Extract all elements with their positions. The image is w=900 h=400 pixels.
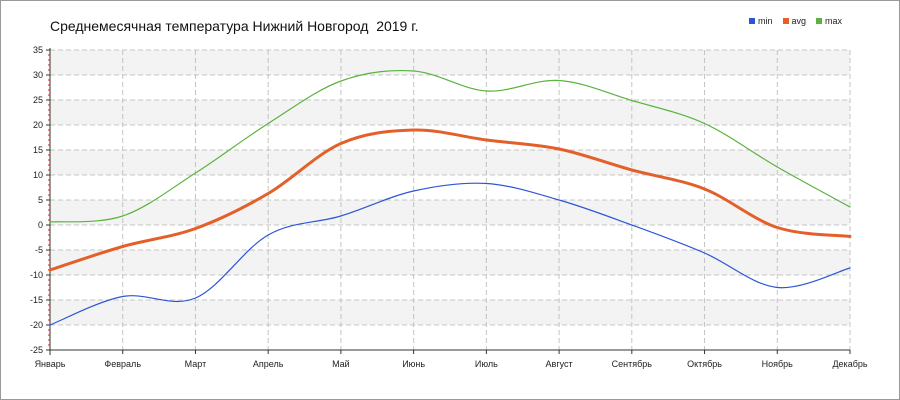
x-tick-label: Декабрь [832,359,867,369]
y-tick-label: 5 [38,195,43,205]
legend-item-avg: avg [782,16,807,26]
grid-band [50,200,850,225]
x-tick-label: Июнь [402,359,425,369]
y-tick-label: 25 [33,95,43,105]
y-tick-label: -5 [35,245,43,255]
y-tick-label: 10 [33,170,43,180]
legend-item-max: max [816,16,842,26]
x-tick-label: Август [546,359,573,369]
x-tick-label: Февраль [104,359,141,369]
series-line-avg [48,128,852,272]
y-tick-label: 15 [33,145,43,155]
series-line-max [49,69,851,223]
x-tick-label: Сентябрь [612,359,653,369]
legend-swatch-avg [782,18,789,24]
chart-title: Среднемесячная температура Нижний Новгор… [50,18,419,34]
y-tick-label: -25 [30,345,43,355]
x-tick-label: Январь [35,359,66,369]
legend-swatch-min [749,18,755,24]
y-tick-label: 20 [33,120,43,130]
grid-band [50,50,850,75]
y-tick-label: -15 [30,295,43,305]
legend-label-avg: avg [791,16,807,26]
x-tick-label: Март [185,359,207,369]
legend-label-max: max [825,16,843,26]
y-tick-label: -20 [30,320,43,330]
grid-band [50,100,850,125]
x-tick-label: Октябрь [687,359,722,369]
x-tick-label: Апрель [253,359,284,369]
y-tick-label: 30 [33,70,43,80]
chart-legend: min avg max [749,16,842,26]
grid-band [50,300,850,325]
legend-item-min: min [749,16,773,26]
legend-label-min: min [758,16,773,26]
x-tick-label: Ноябрь [762,359,794,369]
y-tick-label: 35 [33,45,43,55]
legend-swatch-max [816,18,823,24]
series-line-min [49,182,851,326]
grid-band [50,150,850,175]
x-tick-label: Июль [475,359,498,369]
y-tick-label: -10 [30,270,43,280]
y-tick-label: 0 [38,220,43,230]
x-tick-label: Май [332,359,350,369]
grid-band [50,250,850,275]
